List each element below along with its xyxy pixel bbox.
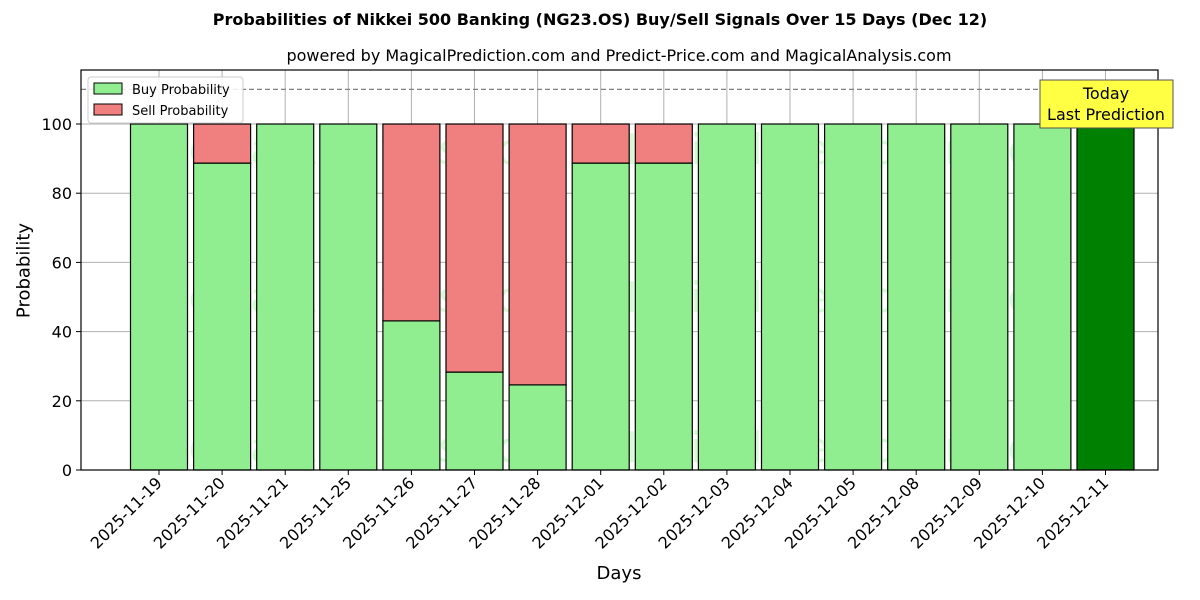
buy-bar[interactable] xyxy=(256,123,315,471)
buy-bar[interactable] xyxy=(697,123,757,471)
x-axis-label: Days xyxy=(596,563,642,584)
legend-swatch xyxy=(93,103,123,116)
buy-bar[interactable] xyxy=(508,384,567,471)
buy-bar[interactable] xyxy=(760,123,820,471)
buy-bar[interactable] xyxy=(445,371,504,471)
buy-bar[interactable] xyxy=(319,123,378,471)
axes-frame xyxy=(80,69,1159,471)
buy-bar[interactable] xyxy=(823,123,883,471)
legend-label: Buy Probability xyxy=(132,83,230,98)
buy-bar[interactable] xyxy=(129,123,189,471)
legend-swatch xyxy=(93,82,123,95)
y-tick-label: 100 xyxy=(41,115,72,134)
sell-bar[interactable] xyxy=(634,123,693,164)
y-tick-label: 60 xyxy=(52,253,72,272)
y-tick-label: 0 xyxy=(62,461,72,480)
sell-bar[interactable] xyxy=(382,123,441,322)
buy-bar[interactable] xyxy=(1013,123,1072,471)
buy-bar[interactable] xyxy=(887,123,946,471)
sell-bar[interactable] xyxy=(445,123,504,373)
buy-bar[interactable] xyxy=(193,162,252,471)
buy-bar[interactable] xyxy=(634,162,693,471)
y-tick-label: 40 xyxy=(52,323,72,342)
y-tick-label: 80 xyxy=(52,184,72,203)
chart-title: Probabilities of Nikkei 500 Banking (NG2… xyxy=(212,10,988,29)
legend-box xyxy=(87,76,244,124)
today-annotation: Today Last Prediction xyxy=(1039,79,1174,129)
buy-bar[interactable] xyxy=(1076,123,1135,471)
y-tick-label: 20 xyxy=(52,392,72,411)
annotation-text: Today xyxy=(1082,84,1129,103)
buy-bar[interactable] xyxy=(382,320,441,471)
buy-bar[interactable] xyxy=(571,162,630,471)
chart-subtitle: powered by MagicalPrediction.com and Pre… xyxy=(286,46,952,65)
buy-bar[interactable] xyxy=(950,123,1009,471)
sell-bar[interactable] xyxy=(508,123,567,386)
annotation-text: Last Prediction xyxy=(1047,105,1165,124)
legend-label: Sell Probability xyxy=(132,104,229,119)
legend: Buy Probability Sell Probability xyxy=(87,76,244,124)
sell-bar[interactable] xyxy=(193,123,252,164)
sell-bar[interactable] xyxy=(571,123,630,164)
annotation-box xyxy=(1039,79,1174,129)
